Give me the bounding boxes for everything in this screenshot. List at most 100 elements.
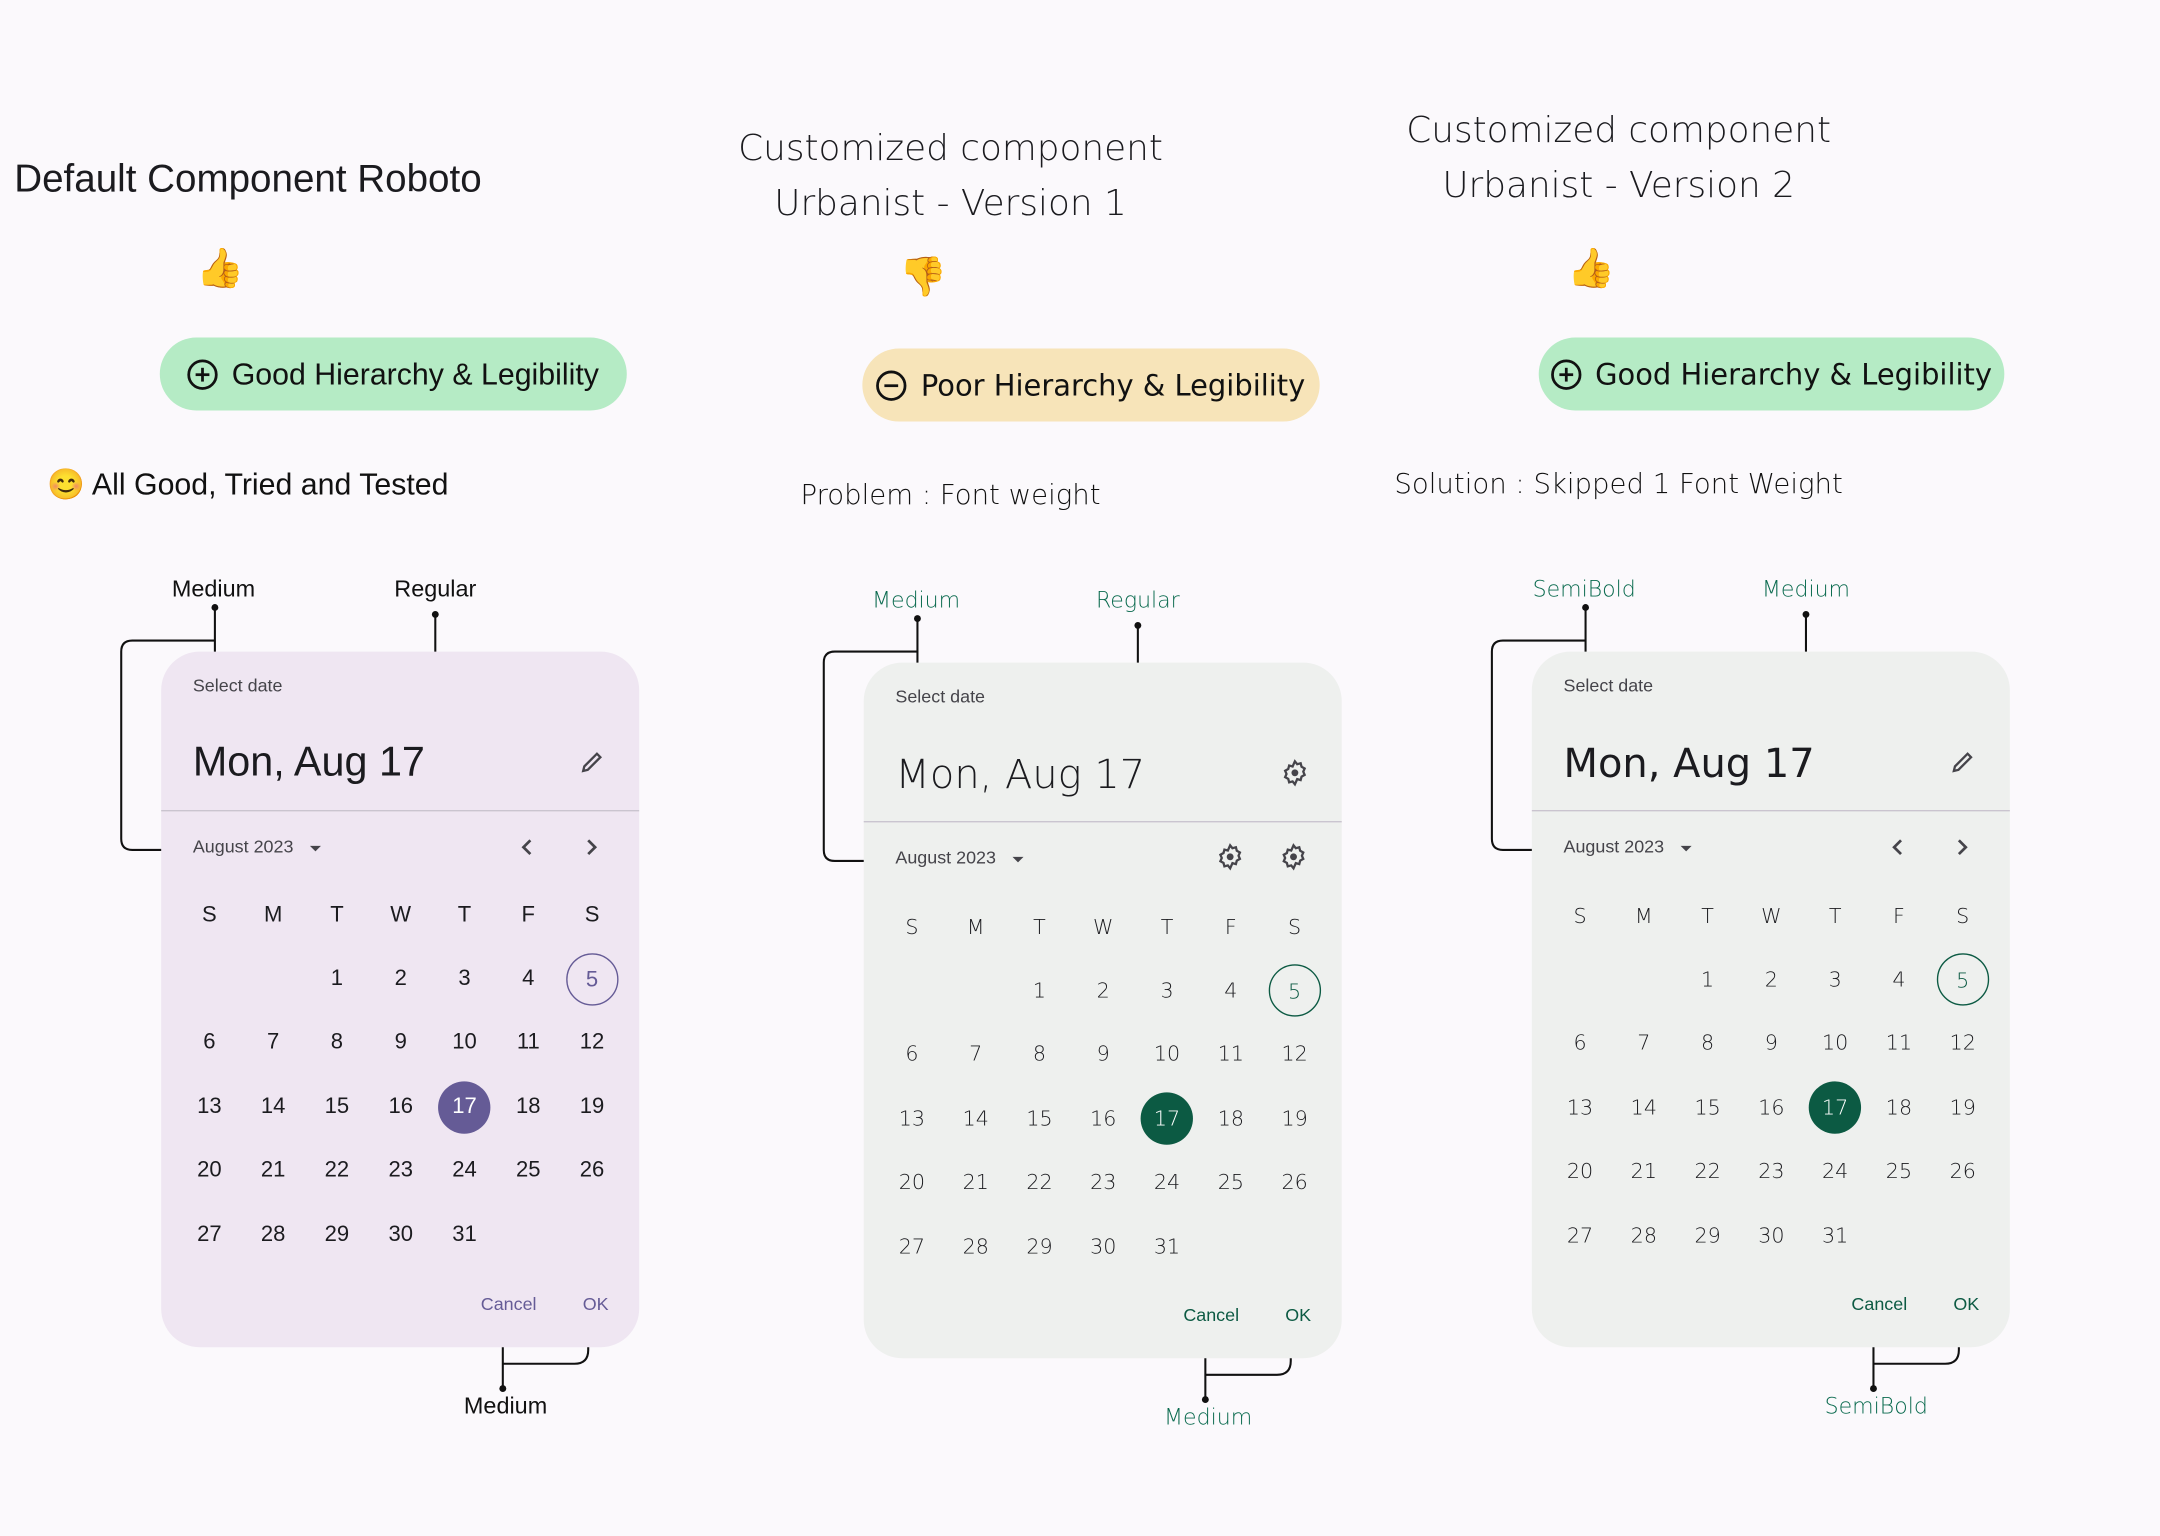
day-cell[interactable]: 9 xyxy=(1764,1030,1778,1056)
pencil-icon[interactable] xyxy=(1948,748,1978,778)
day-cell[interactable]: 23 xyxy=(388,1158,413,1183)
day-cell[interactable]: 4 xyxy=(1224,978,1238,1003)
day-cell[interactable]: 6 xyxy=(203,1030,216,1055)
day-cell[interactable]: 13 xyxy=(898,1105,926,1131)
day-cell[interactable]: 25 xyxy=(1885,1158,1913,1184)
prev-month-button[interactable] xyxy=(1214,843,1247,876)
day-cell[interactable]: 11 xyxy=(1217,1041,1244,1067)
day-cell[interactable]: 1 xyxy=(330,967,344,991)
day-cell[interactable]: 1 xyxy=(1701,967,1715,992)
day-cell[interactable]: 8 xyxy=(1032,1041,1047,1067)
gear-icon[interactable] xyxy=(1280,759,1310,789)
prev-month-button[interactable] xyxy=(511,832,544,865)
day-cell[interactable]: 23 xyxy=(1758,1158,1785,1184)
day-cell[interactable]: 16 xyxy=(1758,1094,1785,1120)
day-cell[interactable]: 6 xyxy=(905,1041,919,1067)
day-cell[interactable]: 29 xyxy=(1026,1233,1053,1259)
day-cell[interactable]: 30 xyxy=(1758,1222,1785,1248)
day-cell[interactable]: 22 xyxy=(324,1158,350,1183)
day-cell[interactable]: 20 xyxy=(197,1158,222,1183)
day-cell[interactable]: 8 xyxy=(330,1030,344,1055)
day-cell[interactable]: 10 xyxy=(452,1030,477,1055)
day-cell[interactable]: 4 xyxy=(1892,967,1906,992)
day-cell[interactable]: 1 xyxy=(1032,978,1047,1003)
day-cell[interactable]: 27 xyxy=(1566,1222,1594,1248)
day-cell[interactable]: 10 xyxy=(1153,1041,1181,1067)
day-cell[interactable]: 29 xyxy=(324,1222,350,1247)
day-cell[interactable]: 27 xyxy=(898,1233,926,1259)
month-year-selector[interactable]: August 2023 xyxy=(193,836,321,857)
day-cell[interactable]: 14 xyxy=(962,1105,989,1131)
day-cell[interactable]: 4 xyxy=(522,967,535,991)
day-cell[interactable]: 30 xyxy=(388,1222,413,1247)
day-cell[interactable]: 25 xyxy=(516,1158,541,1183)
day-cell[interactable]: 16 xyxy=(1090,1105,1117,1131)
day-cell[interactable]: 15 xyxy=(1026,1105,1053,1131)
day-cell[interactable]: 2 xyxy=(1096,978,1110,1003)
day-cell[interactable]: 6 xyxy=(1573,1030,1587,1056)
day-cell[interactable]: 24 xyxy=(1822,1158,1849,1184)
day-cell[interactable]: 21 xyxy=(260,1158,286,1183)
day-cell-today[interactable]: 5 xyxy=(1268,964,1321,1017)
day-cell[interactable]: 22 xyxy=(1694,1158,1721,1184)
day-cell[interactable]: 19 xyxy=(1949,1094,1976,1120)
next-month-button[interactable] xyxy=(1945,832,1978,865)
ok-button[interactable]: OK xyxy=(582,1293,609,1315)
day-cell[interactable]: 8 xyxy=(1701,1030,1715,1056)
pencil-icon[interactable] xyxy=(577,748,607,778)
month-year-selector[interactable]: August 2023 xyxy=(895,847,1024,868)
day-cell[interactable]: 14 xyxy=(1630,1094,1657,1120)
cancel-button[interactable]: Cancel xyxy=(480,1293,537,1315)
day-cell[interactable]: 26 xyxy=(1949,1158,1976,1184)
day-cell[interactable]: 3 xyxy=(1828,967,1842,992)
day-cell[interactable]: 20 xyxy=(1566,1158,1594,1184)
day-cell[interactable]: 28 xyxy=(260,1222,286,1247)
day-cell[interactable]: 7 xyxy=(969,1041,983,1067)
day-cell[interactable]: 12 xyxy=(1281,1041,1308,1067)
day-cell[interactable]: 16 xyxy=(388,1094,413,1119)
day-cell[interactable]: 9 xyxy=(1096,1041,1110,1067)
day-cell[interactable]: 12 xyxy=(1949,1030,1976,1056)
day-cell[interactable]: 19 xyxy=(1281,1105,1308,1131)
day-cell[interactable]: 26 xyxy=(579,1158,605,1183)
day-cell[interactable]: 18 xyxy=(516,1094,541,1119)
day-cell[interactable]: 13 xyxy=(1566,1094,1594,1120)
day-cell[interactable]: 10 xyxy=(1822,1030,1849,1056)
day-cell[interactable]: 25 xyxy=(1217,1169,1244,1195)
cancel-button[interactable]: Cancel xyxy=(1851,1293,1908,1315)
day-cell[interactable]: 2 xyxy=(1764,967,1778,992)
day-cell[interactable]: 15 xyxy=(324,1094,350,1119)
day-cell-selected[interactable]: 17 xyxy=(1140,1092,1194,1145)
day-cell[interactable]: 18 xyxy=(1217,1105,1244,1131)
cancel-button[interactable]: Cancel xyxy=(1183,1304,1240,1326)
day-cell[interactable]: 31 xyxy=(1153,1233,1181,1259)
day-cell[interactable]: 22 xyxy=(1026,1169,1053,1195)
day-cell[interactable]: 9 xyxy=(394,1030,407,1055)
day-cell[interactable]: 29 xyxy=(1694,1222,1721,1248)
day-cell[interactable]: 27 xyxy=(197,1222,222,1247)
day-cell[interactable]: 3 xyxy=(458,967,471,991)
prev-month-button[interactable] xyxy=(1882,832,1915,865)
day-cell-selected[interactable]: 17 xyxy=(438,1081,491,1134)
day-cell[interactable]: 13 xyxy=(197,1094,222,1119)
day-cell[interactable]: 26 xyxy=(1281,1169,1308,1195)
day-cell[interactable]: 7 xyxy=(1637,1030,1651,1056)
day-cell[interactable]: 15 xyxy=(1694,1094,1721,1120)
day-cell[interactable]: 23 xyxy=(1090,1169,1117,1195)
day-cell[interactable]: 14 xyxy=(260,1094,286,1119)
day-cell[interactable]: 18 xyxy=(1885,1094,1913,1120)
next-month-button[interactable] xyxy=(574,832,607,865)
day-cell[interactable]: 28 xyxy=(1630,1222,1657,1248)
day-cell[interactable]: 2 xyxy=(394,967,407,991)
day-cell[interactable]: 19 xyxy=(579,1094,605,1119)
day-cell[interactable]: 21 xyxy=(962,1169,989,1195)
day-cell[interactable]: 24 xyxy=(1153,1169,1181,1195)
day-cell-selected[interactable]: 17 xyxy=(1808,1081,1862,1134)
day-cell[interactable]: 24 xyxy=(452,1158,477,1183)
day-cell[interactable]: 11 xyxy=(516,1030,540,1055)
day-cell-today[interactable]: 5 xyxy=(1936,953,1989,1006)
month-year-selector[interactable]: August 2023 xyxy=(1564,836,1692,857)
day-cell[interactable]: 28 xyxy=(962,1233,989,1259)
day-cell[interactable]: 31 xyxy=(452,1222,477,1247)
day-cell[interactable]: 31 xyxy=(1822,1222,1849,1248)
